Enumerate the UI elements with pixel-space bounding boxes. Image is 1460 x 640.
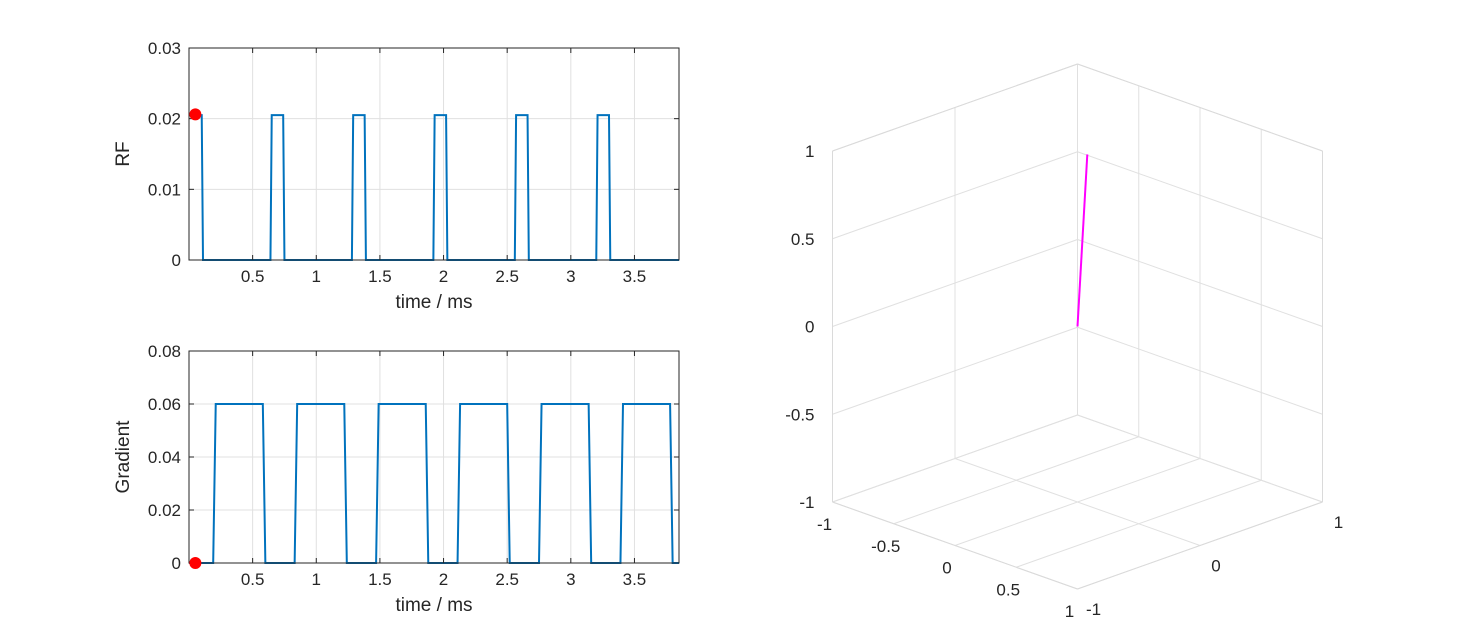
x-tick-label: 0.5: [241, 570, 265, 589]
rf-axes: 0.5 1 1.5 2 2.5 3 3.5 0 0.01 0.02 0.03 time / ms RF: [113, 39, 680, 313]
y-tick-label: 1: [1334, 513, 1343, 532]
box-edge: [832, 501, 1078, 590]
x-tick-label: 3.5: [623, 267, 647, 286]
box-edge: [1077, 501, 1323, 590]
current-time-marker: [189, 108, 202, 121]
wall-gridline: [1077, 239, 1323, 327]
wall-gridline: [832, 151, 1078, 240]
x-tick-label: 1: [312, 570, 321, 589]
wall-gridline: [832, 239, 1078, 327]
axes-box: [188, 47, 680, 261]
wall-gridline: [1077, 414, 1323, 503]
vector-line: [1076, 154, 1089, 327]
z-tick-label: 1: [805, 142, 814, 161]
3d-axes: -1 -0.5 0 0.5 1 -1 0 1 -1 -0.5 0 0.5 1: [785, 63, 1343, 621]
y-tick-label: 0: [172, 554, 181, 573]
wall-gridline: [1077, 151, 1323, 240]
y-tick-label: 0.01: [148, 180, 181, 199]
x-tick-label: 2.5: [495, 570, 519, 589]
wall-gridline: [832, 326, 1078, 415]
x-tick-label: 2.5: [495, 267, 519, 286]
z-tick-label: 0: [805, 318, 814, 337]
x-tick-label: 0.5: [241, 267, 265, 286]
floor-gridline: [954, 458, 1201, 546]
y-tick-label: 0.02: [148, 501, 181, 520]
x-tick-label: -0.5: [871, 537, 900, 556]
x-tick-label: 2: [439, 267, 448, 286]
x-tick-label: 1.5: [368, 570, 392, 589]
x-tick-label: 1: [1065, 602, 1074, 621]
x-tick-label: 3: [566, 267, 575, 286]
y-tick-label: 0.06: [148, 395, 181, 414]
z-tick-label: 0.5: [791, 230, 815, 249]
wall-gridline: [1077, 326, 1323, 415]
x-tick-label: 3.5: [623, 570, 647, 589]
gradient-axes: 0.5 1 1.5 2 2.5 3 3.5 0 0.02 0.04 0.06 0.08 time / m…: [113, 342, 680, 616]
z-tick-label: -1: [799, 493, 814, 512]
x-tick-label: 2: [439, 570, 448, 589]
z-tick-label: -0.5: [785, 405, 814, 424]
y-tick-label: 0.04: [148, 448, 181, 467]
y-axis-label: RF: [113, 141, 134, 166]
series-line: [189, 114, 679, 261]
y-axis-label: Gradient: [113, 420, 134, 494]
x-tick-label: 0: [942, 559, 951, 578]
y-tick-label: 0.03: [148, 39, 181, 58]
x-tick-label: -1: [817, 515, 832, 534]
x-tick-label: 1: [312, 267, 321, 286]
x-tick-label: 0.5: [996, 580, 1020, 599]
box-edge: [832, 63, 1078, 152]
y-tick-label: 0.08: [148, 342, 181, 361]
box-edge: [1077, 63, 1323, 152]
current-time-marker: [189, 557, 202, 569]
x-tick-label: 1.5: [368, 267, 392, 286]
y-tick-label: 0: [172, 251, 181, 270]
y-tick-label: -1: [1086, 600, 1101, 619]
y-tick-label: 0.02: [148, 110, 181, 129]
x-axis-label: time / ms: [395, 292, 472, 313]
x-tick-label: 3: [566, 570, 575, 589]
x-axis-label: time / ms: [395, 595, 472, 616]
wall-gridline: [832, 414, 1078, 503]
y-tick-label: 0: [1211, 557, 1220, 576]
